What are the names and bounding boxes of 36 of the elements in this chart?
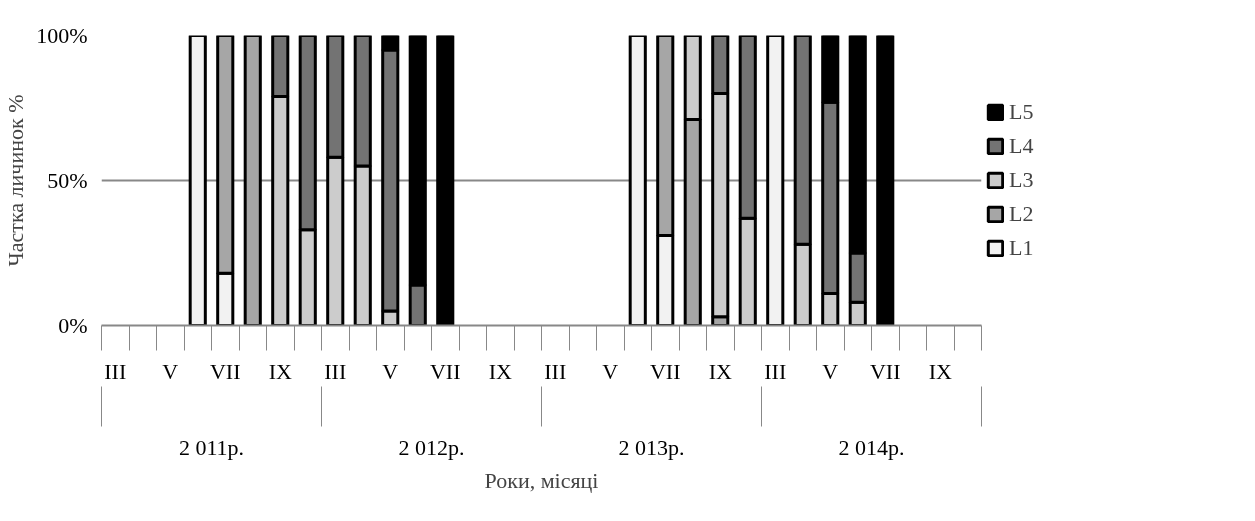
legend-label: L5 xyxy=(1009,99,1034,125)
bar xyxy=(243,35,262,326)
x-tick-label: V xyxy=(602,358,619,384)
y-tick-label: 50% xyxy=(47,168,88,193)
x-tick-label: IX xyxy=(488,358,512,384)
x-tick-label: V xyxy=(822,358,839,384)
legend-label: L3 xyxy=(1009,167,1034,193)
x-tick-label: VII xyxy=(649,358,681,384)
x-tick-label: IX xyxy=(708,358,732,384)
x-tick-label: VII xyxy=(869,358,901,384)
bar xyxy=(876,35,895,326)
y-tick-label: 100% xyxy=(36,23,88,48)
x-tick-label: IX xyxy=(268,358,292,384)
y-axis-title: Частка личинок % xyxy=(3,94,29,267)
x-tick-label: III xyxy=(104,358,127,384)
x-tick-label: VII xyxy=(429,358,461,384)
x-tick-label: III xyxy=(324,358,347,384)
x-tick-label: V xyxy=(162,358,179,384)
legend-label: L2 xyxy=(1009,201,1034,227)
text: 2 014р. xyxy=(838,434,905,460)
y-tick-label: 0% xyxy=(58,313,88,338)
x-tick-label: III xyxy=(544,358,567,384)
bar xyxy=(628,35,647,326)
x-tick-label: IX xyxy=(928,358,952,384)
x-tick-label: V xyxy=(382,358,399,384)
x-tick-label: III xyxy=(764,358,787,384)
text: 2 011р. xyxy=(178,434,245,460)
bar xyxy=(436,35,455,326)
bar xyxy=(188,35,207,326)
x-axis-title: Роки, місяці xyxy=(484,467,599,493)
x-tick-label: VII xyxy=(209,358,241,384)
legend-label: L1 xyxy=(1009,235,1034,261)
text: 2 012р. xyxy=(398,434,465,460)
legend-label: L4 xyxy=(1009,133,1034,159)
text: 2 013р. xyxy=(618,434,685,460)
bar xyxy=(766,35,785,326)
